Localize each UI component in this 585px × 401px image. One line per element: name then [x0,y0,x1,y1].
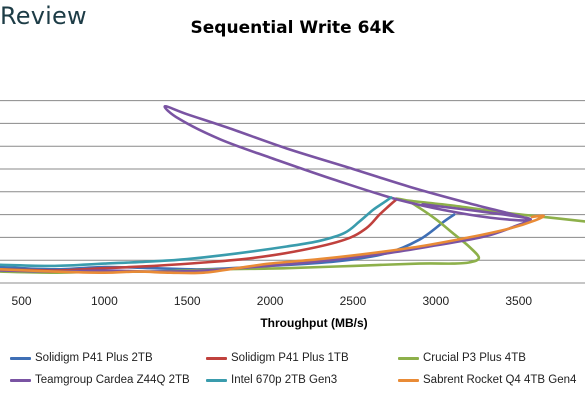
legend-label: Crucial P3 Plus 4TB [423,352,526,364]
x-tick-labels: 500 1000 1500 2000 2500 3000 3500 [12,294,533,308]
legend-item: Teamgroup Cardea Z44Q 2TB [10,371,190,389]
legend-swatch [398,356,419,360]
legend-swatch [398,378,419,382]
x-axis-label: Throughput (MB/s) [260,316,367,330]
legend-item: Solidigm P41 Plus 1TB [206,349,349,367]
legend-item: Sabrent Rocket Q4 4TB Gen4 [398,371,576,389]
x-tick-label: 2500 [340,294,367,308]
legend-label: Solidigm P41 Plus 1TB [231,352,349,364]
legend-label: Teamgroup Cardea Z44Q 2TB [35,374,190,386]
legend-swatch [10,378,31,382]
x-tick-label: 1000 [91,294,118,308]
legend-item: Crucial P3 Plus 4TB [398,349,526,367]
legend-swatch [10,356,31,360]
chart-plot: 500 1000 1500 2000 2500 3000 3500 Throughput (… [0,100,585,330]
series-line-2 [0,198,398,272]
legend-item: Solidigm P41 Plus 2TB [10,349,153,367]
gridlines [0,100,585,261]
legend-swatch [206,356,227,360]
legend-item: Intel 670p 2TB Gen3 [206,371,337,389]
brand-logo-text: Review [0,2,87,30]
series-line-5 [0,196,393,268]
series-line-4 [0,104,532,273]
chart-title: Sequential Write 64K [190,18,395,38]
legend-label: Sabrent Rocket Q4 4TB Gen4 [423,374,577,386]
x-tick-label: 1500 [174,294,201,308]
legend-label: Solidigm P41 Plus 2TB [35,352,153,364]
x-tick-label: 3500 [505,294,532,308]
series-line-6 [0,214,545,275]
legend-label: Intel 670p 2TB Gen3 [231,374,338,386]
legend-swatch [206,378,227,382]
x-tick-label: 500 [12,294,32,308]
x-tick-label: 2000 [257,294,284,308]
x-tick-label: 3000 [422,294,449,308]
series-lines [0,104,585,275]
legend: Solidigm P41 Plus 2TB Solidigm P41 Plus 1… [0,347,585,397]
